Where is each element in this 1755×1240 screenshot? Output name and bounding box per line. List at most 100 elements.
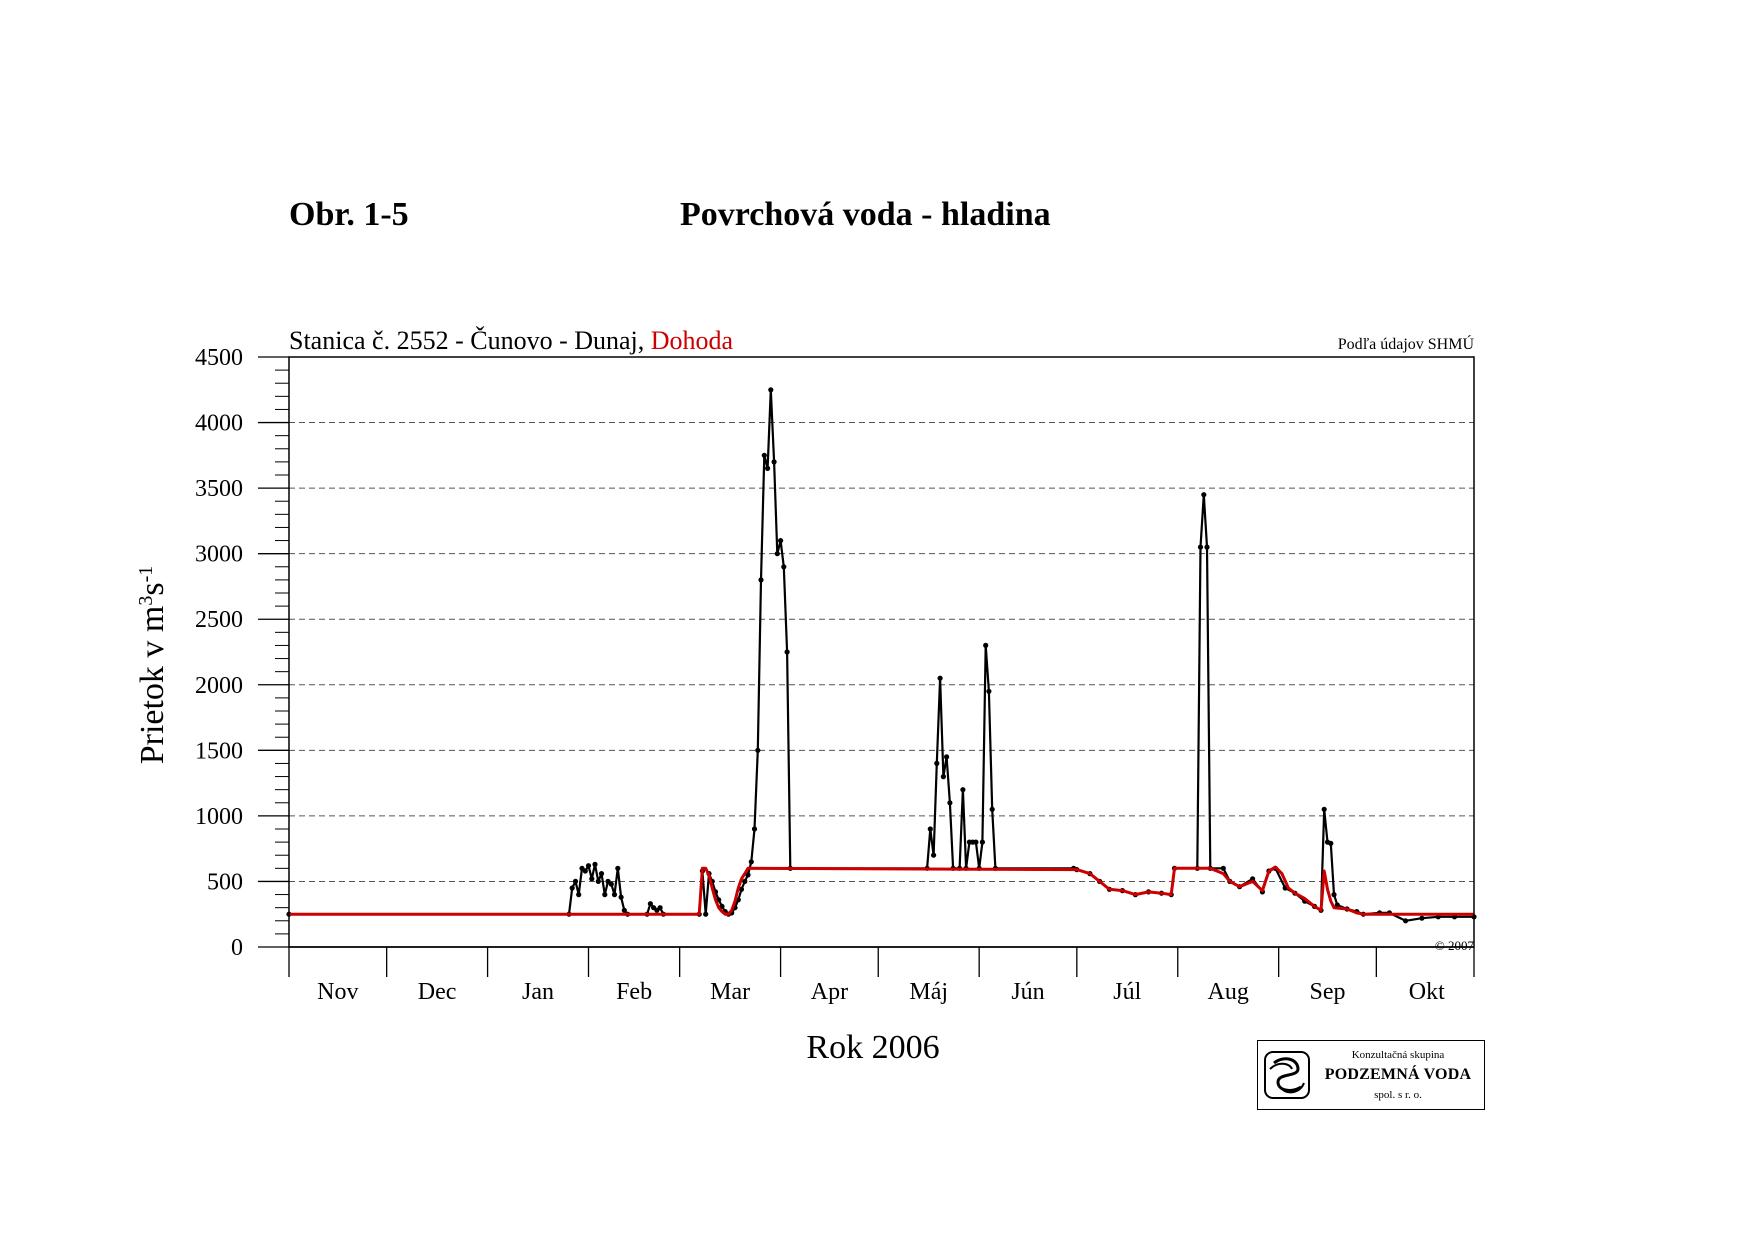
plot-frame bbox=[288, 356, 1475, 948]
data-point-51 bbox=[778, 538, 784, 544]
data-point-43 bbox=[751, 826, 758, 832]
data-point-7 bbox=[585, 863, 592, 869]
data-point-114 bbox=[1403, 918, 1409, 924]
data-point-60 bbox=[940, 774, 947, 780]
data-point-21 bbox=[647, 901, 654, 907]
y-tick-label: 500 bbox=[207, 869, 243, 895]
data-point-106 bbox=[1328, 840, 1334, 847]
y-tick-label: 1500 bbox=[195, 738, 243, 764]
x-tick-label-Nov: Nov bbox=[317, 979, 358, 1005]
data-point-73 bbox=[986, 688, 992, 694]
data-point-16 bbox=[615, 865, 621, 871]
y-tick-label: 1000 bbox=[195, 804, 243, 830]
x-axis: Nov Dec Jan Feb Mar Apr Máj Jún Júl Aug Sep Okt bbox=[288, 946, 1475, 1005]
data-point-90 bbox=[1204, 544, 1210, 550]
data-point-24 bbox=[657, 905, 663, 911]
data-point-71 bbox=[979, 839, 986, 845]
data-point-89 bbox=[1201, 492, 1207, 498]
y-tick-label: 4500 bbox=[195, 345, 243, 371]
data-point-2 bbox=[569, 885, 575, 891]
logo-bottom-text: spol. s r. o. bbox=[1374, 1089, 1422, 1101]
x-tick-label-Sep: Sep bbox=[1310, 979, 1346, 1005]
data-point-72 bbox=[983, 642, 989, 649]
data-point-74 bbox=[989, 806, 995, 812]
data-point-56 bbox=[927, 826, 933, 832]
figure-title: Povrchová voda - hladina bbox=[680, 196, 1051, 233]
figure-label: Obr. 1-5 bbox=[289, 196, 409, 233]
data-point-46 bbox=[761, 452, 767, 458]
data-point-41 bbox=[745, 872, 751, 878]
data-point-115 bbox=[1419, 915, 1425, 921]
logo-top-text: Konzultačná skupina bbox=[1351, 1049, 1445, 1061]
data-point-104 bbox=[1321, 806, 1327, 812]
series-line-dohoda bbox=[289, 865, 1474, 916]
data-point-49 bbox=[771, 459, 777, 465]
series-line-prietok bbox=[289, 388, 1474, 922]
copyright-note: © 2007 bbox=[1435, 938, 1475, 953]
data-point-17 bbox=[618, 894, 624, 900]
x-tick-label-Dec: Dec bbox=[418, 979, 457, 1005]
data-point-11 bbox=[598, 871, 605, 877]
data-point-61 bbox=[944, 754, 950, 760]
source-note: Podľa údajov SHMÚ bbox=[1338, 334, 1475, 353]
data-point-52 bbox=[781, 564, 787, 570]
data-point-6 bbox=[582, 868, 588, 874]
data-point-58 bbox=[934, 760, 940, 767]
series-group bbox=[286, 387, 1477, 924]
y-axis-label-sup1: 3 bbox=[135, 596, 157, 606]
y-axis: 0 500 1000 1500 2000 2500 3000 3500 4000 4500 bbox=[195, 345, 289, 961]
y-tick-label: 3500 bbox=[195, 476, 243, 502]
x-tick-label-Jún: Jún bbox=[1011, 979, 1044, 1005]
data-point-40 bbox=[742, 878, 748, 885]
data-point-18 bbox=[621, 907, 627, 913]
x-axis-label: Rok 2006 bbox=[806, 1029, 939, 1066]
data-point-39 bbox=[738, 886, 745, 892]
data-point-92 bbox=[1220, 865, 1226, 871]
y-tick-label: 4000 bbox=[195, 411, 243, 437]
data-point-65 bbox=[960, 787, 966, 793]
y-axis-label: Prietok v m3s-1 bbox=[134, 566, 171, 765]
data-point-12 bbox=[602, 892, 608, 898]
y-axis-label-mid: s bbox=[134, 582, 171, 595]
y-axis-label-main: Prietok v m bbox=[134, 606, 171, 765]
x-tick-label-Okt: Okt bbox=[1409, 979, 1445, 1005]
data-point-33 bbox=[719, 903, 725, 910]
x-tick-label-Aug: Aug bbox=[1208, 979, 1249, 1005]
data-point-48 bbox=[768, 387, 774, 393]
logo-main-text: PODZEMNÁ VODA bbox=[1324, 1066, 1472, 1083]
data-point-3 bbox=[572, 878, 579, 885]
data-point-10 bbox=[595, 878, 601, 885]
chart-title: Stanica č. 2552 - Čunovo - Dunaj, Dohoda bbox=[289, 326, 734, 355]
company-logo: Konzultačná skupina PODZEMNÁ VODA spol. … bbox=[1257, 1040, 1485, 1110]
x-tick-label-Feb: Feb bbox=[616, 979, 652, 1005]
chart-title-station: Stanica č. 2552 - Čunovo - Dunaj, bbox=[289, 326, 651, 355]
grid-lines bbox=[289, 422, 1474, 882]
data-point-8 bbox=[589, 876, 595, 882]
data-point-44 bbox=[755, 747, 761, 753]
y-tick-label: 2000 bbox=[195, 673, 243, 699]
data-point-62 bbox=[947, 800, 953, 806]
data-point-45 bbox=[758, 577, 764, 583]
chart-title-agreement: Dohoda bbox=[651, 326, 734, 355]
data-point-108 bbox=[1334, 902, 1340, 908]
data-point-57 bbox=[931, 852, 937, 858]
data-point-50 bbox=[774, 551, 780, 557]
data-point-88 bbox=[1197, 544, 1204, 550]
y-tick-label: 2500 bbox=[195, 607, 243, 633]
data-point-28 bbox=[703, 911, 709, 917]
data-point-59 bbox=[937, 675, 943, 681]
data-point-9 bbox=[592, 861, 598, 868]
data-point-107 bbox=[1331, 892, 1337, 898]
data-point-95 bbox=[1250, 876, 1256, 882]
x-tick-label-Júl: Júl bbox=[1113, 979, 1141, 1005]
x-tick-label-Mar: Mar bbox=[710, 979, 750, 1005]
data-point-14 bbox=[608, 881, 614, 887]
y-tick-label: 3000 bbox=[195, 542, 243, 568]
data-point-4 bbox=[576, 892, 582, 898]
data-point-53 bbox=[784, 649, 790, 655]
y-tick-label: 0 bbox=[231, 935, 243, 961]
data-point-15 bbox=[611, 892, 618, 898]
x-tick-label-Máj: Máj bbox=[909, 979, 948, 1005]
data-point-42 bbox=[748, 859, 754, 865]
